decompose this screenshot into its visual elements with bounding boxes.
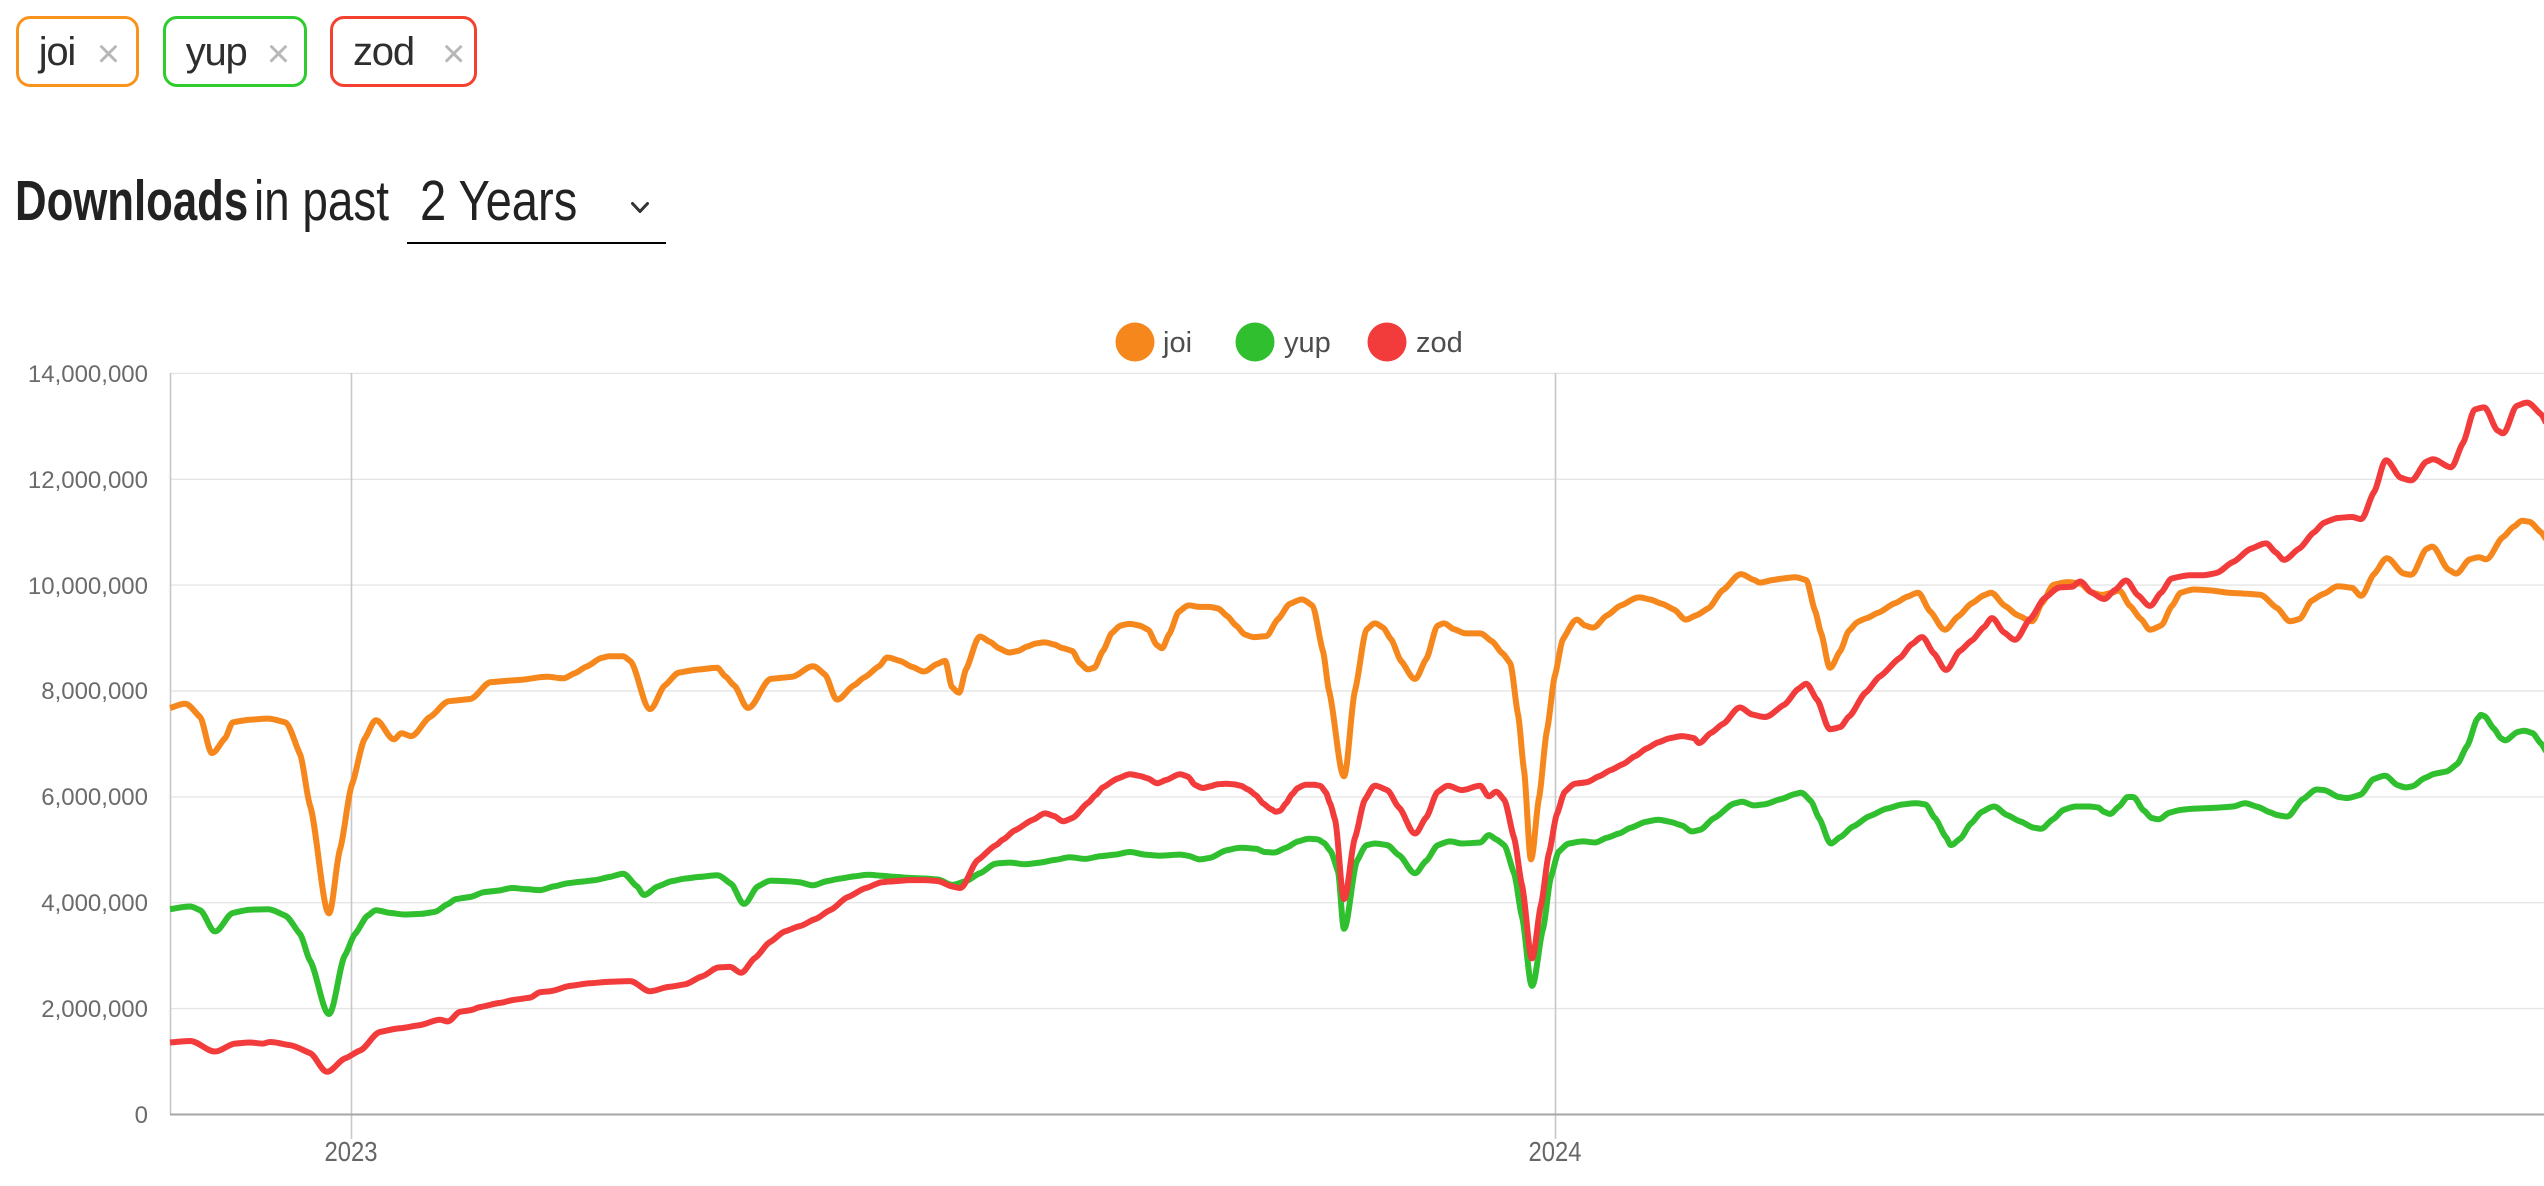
svg-text:0: 0 (135, 1102, 148, 1129)
svg-text:4,000,000: 4,000,000 (41, 890, 148, 917)
svg-text:12,000,000: 12,000,000 (28, 467, 148, 494)
svg-text:8,000,000: 8,000,000 (41, 678, 148, 705)
svg-text:zod: zod (1416, 327, 1463, 359)
svg-text:6,000,000: 6,000,000 (41, 784, 148, 811)
svg-text:joi: joi (1162, 327, 1192, 359)
svg-text:2023: 2023 (325, 1136, 378, 1167)
svg-text:yup: yup (1284, 327, 1331, 359)
svg-text:2,000,000: 2,000,000 (41, 996, 148, 1023)
svg-text:10,000,000: 10,000,000 (28, 573, 148, 600)
svg-text:14,000,000: 14,000,000 (28, 361, 148, 388)
svg-text:2024: 2024 (1529, 1136, 1582, 1167)
